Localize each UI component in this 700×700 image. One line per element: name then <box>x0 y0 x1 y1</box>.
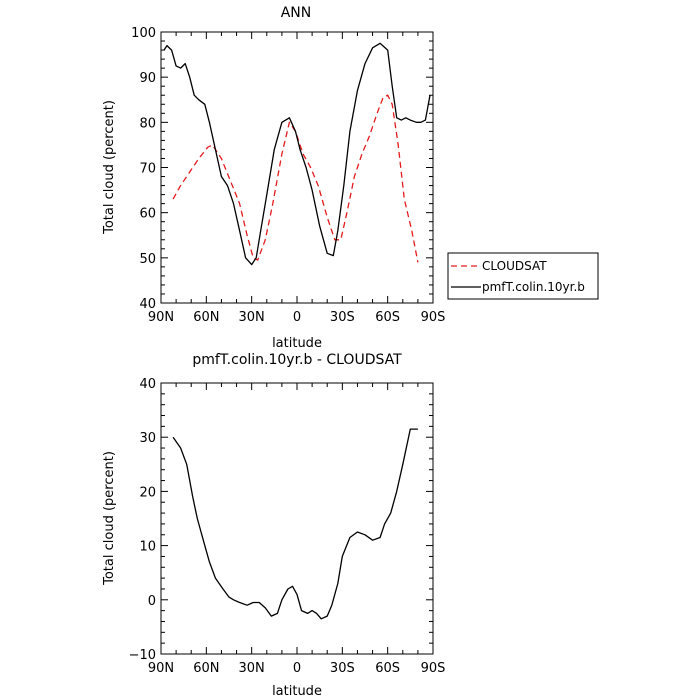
bottom-x-axis-label: latitude <box>272 684 322 699</box>
bottom-y-tick-label: 40 <box>139 377 156 392</box>
top-x-tick-label: 90S <box>421 310 446 325</box>
bottom-y-tick-label: 0 <box>148 594 156 609</box>
top-y-tick-label: 60 <box>139 207 156 222</box>
bottom-x-tick-label: 30N <box>239 661 265 676</box>
bottom-x-tick-label: 30S <box>330 661 355 676</box>
top-x-tick-label: 60N <box>193 310 219 325</box>
top-x-tick-label: 60S <box>375 310 400 325</box>
legend-label-model: pmfT.colin.10yr.b <box>482 280 585 294</box>
top-y-tick-label: 70 <box>139 162 156 177</box>
top-series-line-0 <box>172 94 419 263</box>
bottom-x-tick-label: 60N <box>193 661 219 676</box>
legend-box <box>447 252 599 300</box>
bottom-line-chart: pmfT.colin.10yr.b - CLOUDSAT 90N 60N 30N 0 3… <box>102 352 445 699</box>
bottom-y-tick-label: 30 <box>139 431 156 446</box>
bottom-plot-frame <box>160 382 434 655</box>
bottom-y-tick-label: −10 <box>129 648 156 663</box>
bottom-x-tick-label: 90N <box>148 661 174 676</box>
top-y-tick-label: 50 <box>139 252 156 267</box>
legend: CLOUDSAT pmfT.colin.10yr.b <box>447 252 599 300</box>
bottom-series-line-0 <box>172 428 418 620</box>
top-x-tick-label: 30S <box>330 310 355 325</box>
top-x-tick-label: 90N <box>148 310 174 325</box>
bottom-y-tick-label: 10 <box>139 540 156 555</box>
bottom-x-tick-label: 60S <box>375 661 400 676</box>
legend-label-cloudsat: CLOUDSAT <box>482 259 547 273</box>
top-x-tick-label: 30N <box>239 310 265 325</box>
top-y-tick-label: 90 <box>139 71 156 86</box>
top-series-lines <box>163 42 431 266</box>
top-y-tick-label: 80 <box>139 116 156 131</box>
bottom-series-lines <box>172 428 418 620</box>
bottom-x-tick-label: 90S <box>421 661 446 676</box>
top-y-tick-label: 40 <box>139 297 156 312</box>
top-line-chart: ANN 90N 60N 30N 0 30S 60S 90S 40 50 60 70 80 90 100 l… <box>102 5 445 351</box>
bottom-axis-ticks: 90N 60N 30N 0 30S 60S 90S −10 0 10 20 30 40 <box>129 377 446 676</box>
bottom-x-tick-label: 0 <box>293 661 301 676</box>
top-series-line-1 <box>163 42 431 266</box>
top-axis-ticks: 90N 60N 30N 0 30S 60S 90S 40 50 60 70 80 90 100 <box>131 26 445 325</box>
bottom-y-axis-label: Total cloud (percent) <box>102 451 117 586</box>
bottom-chart-title: pmfT.colin.10yr.b - CLOUDSAT <box>192 352 402 368</box>
top-y-axis-label: Total cloud (percent) <box>102 100 117 235</box>
top-chart-title: ANN <box>281 5 312 21</box>
bottom-y-tick-label: 20 <box>139 485 156 500</box>
top-x-tick-label: 0 <box>293 310 301 325</box>
top-plot-frame <box>160 31 434 304</box>
top-x-axis-label: latitude <box>272 336 322 351</box>
top-y-tick-label: 100 <box>131 26 156 41</box>
